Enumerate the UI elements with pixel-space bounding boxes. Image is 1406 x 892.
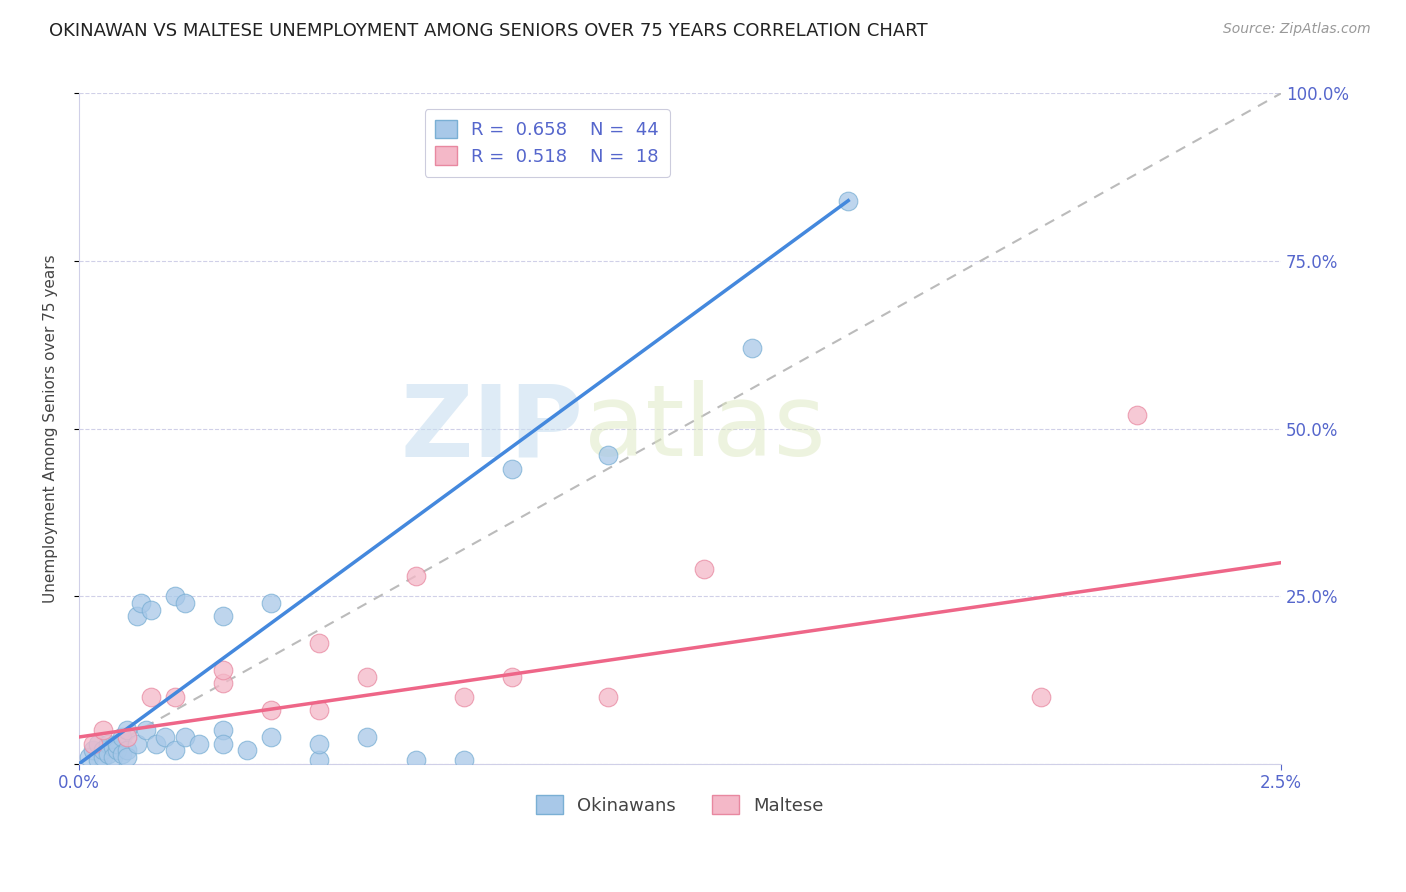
Point: [101, 740, 124, 755]
Point: [145, 737, 167, 751]
Point: [101, 750, 124, 764]
Point: [82, 737, 104, 751]
Point: [308, 754, 330, 768]
Point: [125, 737, 148, 751]
Point: [107, 737, 129, 751]
Point: [173, 730, 195, 744]
Point: [135, 723, 157, 738]
Point: [115, 750, 138, 764]
Point: [596, 449, 619, 463]
Point: [91, 723, 114, 738]
Point: [87, 754, 110, 768]
Point: [308, 636, 330, 650]
Point: [453, 754, 475, 768]
Text: Source: ZipAtlas.com: Source: ZipAtlas.com: [1223, 22, 1371, 37]
Point: [173, 596, 195, 610]
Point: [837, 194, 859, 208]
Point: [356, 730, 378, 744]
Point: [260, 596, 283, 610]
Point: [125, 609, 148, 624]
Text: ZIP: ZIP: [401, 380, 583, 477]
Point: [453, 690, 475, 704]
Point: [165, 589, 187, 603]
Point: [212, 676, 235, 690]
Point: [107, 743, 129, 757]
Point: [1125, 408, 1147, 422]
Point: [212, 737, 235, 751]
Point: [693, 562, 716, 576]
Point: [131, 596, 153, 610]
Point: [356, 670, 378, 684]
Point: [165, 743, 187, 757]
Text: OKINAWAN VS MALTESE UNEMPLOYMENT AMONG SENIORS OVER 75 YEARS CORRELATION CHART: OKINAWAN VS MALTESE UNEMPLOYMENT AMONG S…: [49, 22, 928, 40]
Point: [212, 663, 235, 677]
Point: [236, 743, 259, 757]
Point: [501, 670, 523, 684]
Point: [741, 341, 763, 355]
Point: [212, 609, 235, 624]
Point: [155, 730, 177, 744]
Point: [596, 690, 619, 704]
Point: [111, 730, 134, 744]
Point: [188, 737, 211, 751]
Point: [97, 737, 120, 751]
Point: [139, 690, 162, 704]
Point: [91, 743, 114, 757]
Point: [91, 750, 114, 764]
Point: [115, 730, 138, 744]
Point: [308, 703, 330, 717]
Point: [260, 730, 283, 744]
Point: [77, 750, 100, 764]
Point: [115, 743, 138, 757]
Point: [308, 737, 330, 751]
Point: [1029, 690, 1052, 704]
Text: atlas: atlas: [583, 380, 825, 477]
Point: [97, 747, 120, 761]
Point: [405, 754, 427, 768]
Point: [87, 737, 110, 751]
Point: [212, 723, 235, 738]
Point: [260, 703, 283, 717]
Point: [115, 723, 138, 738]
Point: [111, 747, 134, 761]
Point: [501, 462, 523, 476]
Point: [405, 569, 427, 583]
Point: [139, 602, 162, 616]
Point: [82, 743, 104, 757]
Point: [165, 690, 187, 704]
Legend: Okinawans, Maltese: Okinawans, Maltese: [529, 788, 831, 822]
Y-axis label: Unemployment Among Seniors over 75 years: Unemployment Among Seniors over 75 years: [44, 254, 58, 603]
